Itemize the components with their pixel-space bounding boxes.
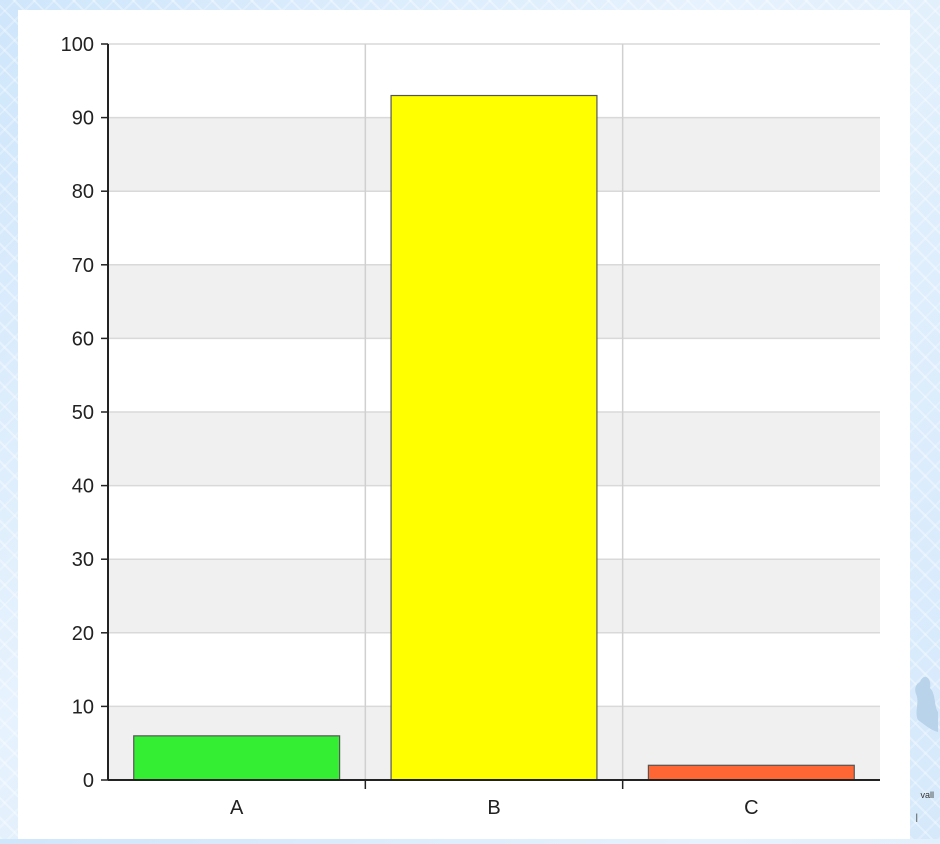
partial-logo-icon	[915, 676, 938, 732]
y-tick-label: 40	[72, 476, 94, 498]
y-tick-label: 70	[72, 255, 94, 277]
y-axis-ticks: 0 10 20 30 40 50 60 70 80 90 100	[61, 34, 108, 792]
category-dividers	[364, 44, 624, 780]
bar-a	[133, 735, 341, 781]
x-tick-label: B	[487, 797, 500, 819]
x-tick-label: A	[230, 797, 244, 819]
y-tick-label: 80	[72, 181, 94, 203]
bar-c	[647, 764, 855, 781]
y-tick-label: 20	[72, 623, 94, 645]
bar-chart: 0 10 20 30 40 50 60 70 80 90 100 A B C	[61, 34, 880, 819]
bars	[133, 94, 855, 781]
y-tick-label: 0	[83, 770, 94, 792]
chart-card: 0 10 20 30 40 50 60 70 80 90 100 A B C	[18, 10, 910, 839]
y-tick-label: 30	[72, 549, 94, 571]
y-tick-label: 50	[72, 402, 94, 424]
y-tick-label: 10	[72, 696, 94, 718]
bar-b	[390, 94, 598, 781]
y-tick-label: 90	[72, 108, 94, 130]
x-tick-label: C	[744, 797, 758, 819]
y-tick-label: 100	[61, 34, 94, 56]
y-tick-label: 60	[72, 328, 94, 350]
corner-text: vall	[920, 790, 934, 800]
x-axis-ticks: A B C	[230, 780, 759, 819]
corner-mark: |	[915, 812, 918, 822]
